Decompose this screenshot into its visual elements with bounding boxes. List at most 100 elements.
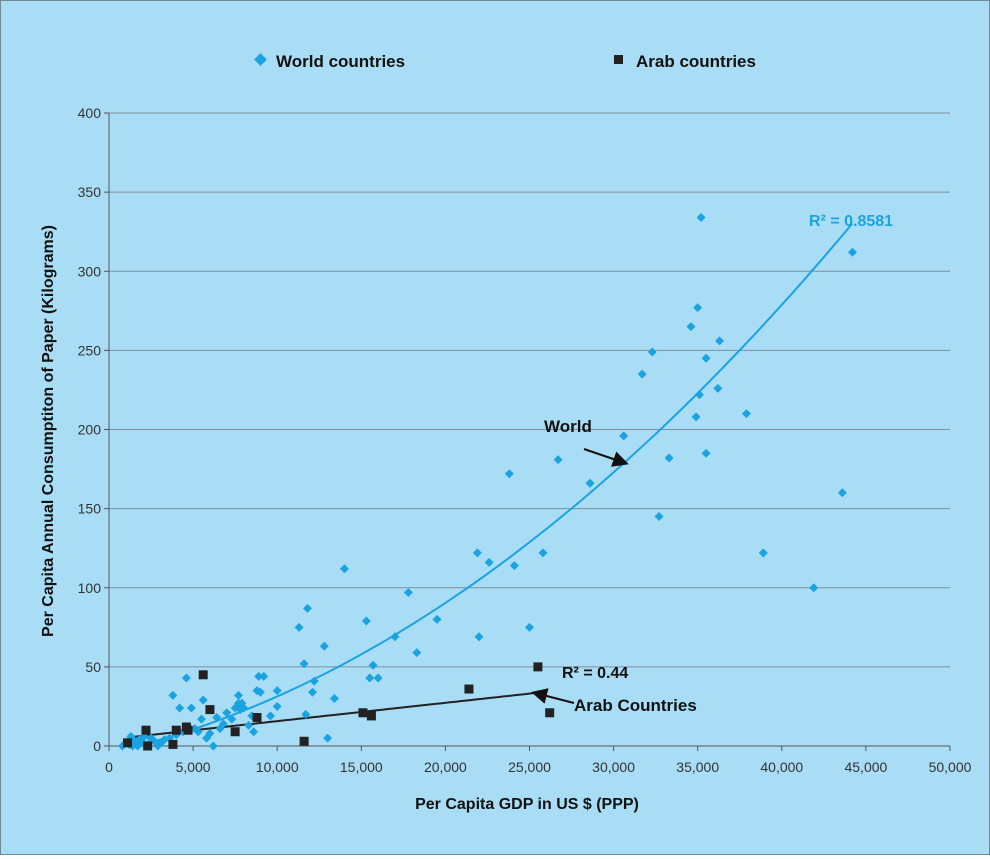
point-arab	[143, 741, 153, 751]
point-world	[654, 512, 664, 522]
legend-arab-marker	[614, 55, 623, 64]
r2-world-label: R² = 0.8581	[809, 213, 893, 230]
annotation-world: World	[544, 417, 592, 436]
point-world	[509, 561, 519, 571]
point-arab	[533, 662, 543, 672]
point-world	[390, 632, 400, 642]
point-world	[175, 703, 185, 713]
point-world	[244, 720, 254, 730]
point-world	[403, 587, 413, 597]
point-world	[637, 369, 647, 379]
x-tick-label: 50,000	[929, 759, 972, 775]
point-world	[222, 708, 232, 718]
point-world	[691, 412, 701, 422]
point-world	[265, 711, 275, 721]
point-arab	[183, 725, 193, 735]
point-world	[373, 673, 383, 683]
point-world	[504, 469, 514, 479]
point-world	[309, 676, 319, 686]
x-tick-label: 0	[105, 759, 113, 775]
x-tick-label: 35,000	[676, 759, 719, 775]
point-arab	[358, 708, 368, 718]
point-world	[715, 336, 725, 346]
y-tick-label: 400	[78, 105, 102, 121]
point-world	[301, 709, 311, 719]
point-arab	[230, 727, 240, 737]
annotation-world-arrow	[583, 448, 629, 467]
point-arab	[198, 670, 208, 680]
point-world	[181, 673, 191, 683]
point-world	[619, 431, 629, 441]
point-world	[255, 687, 265, 697]
point-world	[218, 719, 228, 729]
x-axis-title: Per Capita GDP in US $ (PPP)	[415, 796, 639, 813]
point-world	[553, 455, 563, 465]
point-world	[227, 714, 237, 724]
point-world	[361, 616, 371, 626]
y-tick-label: 200	[78, 422, 102, 438]
point-world	[205, 728, 215, 738]
x-tick-labels: 0 5,000 10,000 15,000 20,000 25,000 30,000 35,0…	[105, 746, 972, 775]
point-world	[474, 632, 484, 642]
point-world	[208, 741, 218, 751]
point-arab	[464, 684, 474, 694]
y-tick-labels: 0 50 100 150 200 250 300 350 400	[78, 105, 109, 754]
point-world	[585, 478, 595, 488]
point-world	[197, 714, 207, 724]
y-tick-label: 150	[78, 501, 102, 517]
point-world	[432, 614, 442, 624]
point-world	[741, 409, 751, 419]
point-world	[299, 659, 309, 669]
point-world	[329, 694, 339, 704]
point-world	[365, 673, 375, 683]
y-tick-label: 50	[85, 659, 101, 675]
point-arab	[171, 725, 181, 735]
y-tick-label: 0	[93, 738, 101, 754]
data-points	[117, 212, 857, 751]
point-arab	[141, 725, 151, 735]
x-tick-label: 10,000	[256, 759, 299, 775]
x-tick-label: 40,000	[760, 759, 803, 775]
point-arab	[123, 738, 133, 748]
point-world	[234, 690, 244, 700]
legend-arab-label: Arab countries	[636, 52, 756, 71]
point-arab	[366, 711, 376, 721]
x-tick-label: 20,000	[424, 759, 467, 775]
point-world	[339, 564, 349, 574]
annotation-arab-arrow	[531, 688, 575, 704]
x-tick-label: 15,000	[340, 759, 383, 775]
y-axis-title: Per Capita Annual Consumptiton of Paper …	[40, 225, 57, 637]
y-tick-label: 350	[78, 184, 102, 200]
point-world	[272, 701, 282, 711]
y-tick-label: 100	[78, 580, 102, 596]
point-world	[368, 660, 378, 670]
y-tick-label: 250	[78, 342, 102, 358]
trendlines	[122, 222, 854, 747]
x-tick-label: 30,000	[592, 759, 635, 775]
point-world	[254, 671, 264, 681]
point-world	[302, 603, 312, 613]
point-world	[308, 687, 318, 697]
point-world	[686, 322, 696, 332]
point-world	[525, 622, 534, 632]
point-arab	[252, 713, 262, 723]
point-world	[294, 622, 304, 632]
point-world	[693, 303, 703, 313]
point-world	[472, 548, 482, 558]
point-world	[212, 713, 222, 723]
point-world	[412, 648, 422, 658]
point-world	[809, 583, 819, 593]
point-world	[239, 703, 249, 713]
legend-world-label: World countries	[276, 52, 405, 71]
legend: World countries Arab countries	[254, 52, 756, 71]
point-world	[713, 383, 723, 393]
x-tick-label: 5,000	[176, 759, 211, 775]
point-arab	[545, 708, 555, 718]
point-world	[186, 703, 196, 713]
point-world	[694, 390, 704, 400]
point-arab	[168, 739, 178, 749]
point-world	[701, 353, 711, 363]
point-world	[696, 212, 706, 222]
